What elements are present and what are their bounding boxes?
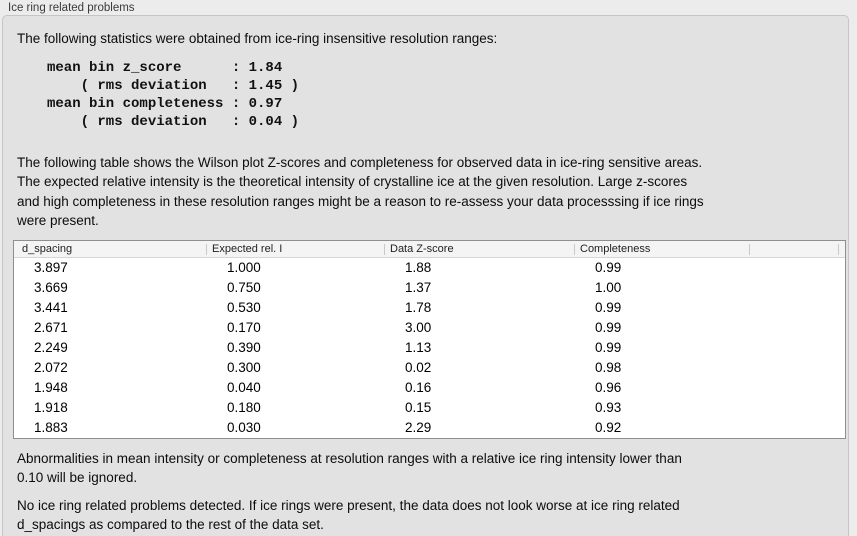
ice-ring-table: d_spacing Expected rel. I Data Z-score Comp… (13, 239, 846, 439)
table-cell: 0.16 (405, 379, 432, 395)
wilson-paragraph: The following table shows the Wilson plo… (17, 154, 704, 229)
table-cell: 1.00 (595, 279, 622, 295)
table-cell: 3.00 (405, 319, 432, 335)
column-header-data-z-score[interactable]: Data Z-score (390, 242, 454, 255)
table-row[interactable]: 1.883 0.030 2.29 0.92 (14, 418, 845, 438)
table-header-row: d_spacing Expected rel. I Data Z-score Comp… (14, 240, 845, 258)
column-header-d-spacing[interactable]: d_spacing (22, 242, 73, 255)
table-cell-empty (750, 338, 845, 358)
table-row[interactable]: 1.918 0.180 0.15 0.93 (14, 398, 845, 418)
column-separator (574, 243, 575, 255)
table-cell: 0.99 (595, 319, 622, 335)
table-cell-empty (750, 378, 845, 398)
table-cell: 2.249 (34, 339, 68, 355)
table-cell: 2.29 (405, 419, 432, 435)
table-row[interactable]: 2.671 0.170 3.00 0.99 (14, 318, 845, 338)
column-separator (749, 243, 750, 255)
table-cell: 0.750 (227, 279, 261, 295)
table-cell-empty (750, 258, 845, 278)
table-cell: 1.948 (34, 379, 68, 395)
column-separator (838, 243, 839, 255)
table-cell: 3.897 (34, 259, 68, 275)
table-cell: 0.96 (595, 379, 622, 395)
table-cell: 3.441 (34, 299, 68, 315)
table-cell: 1.13 (405, 339, 432, 355)
table-row[interactable]: 3.669 0.750 1.37 1.00 (14, 278, 845, 298)
table-cell: 0.180 (227, 399, 261, 415)
table-cell: 2.671 (34, 319, 68, 335)
table-cell: 0.99 (595, 259, 622, 275)
table-row[interactable]: 3.897 1.000 1.88 0.99 (14, 258, 845, 278)
table-body: 3.897 1.000 1.88 0.99 3.669 0.750 1.37 1.00 3.44… (14, 258, 845, 438)
column-header-expected-rel-i[interactable]: Expected rel. I (212, 242, 283, 255)
table-cell: 0.390 (227, 339, 261, 355)
table-cell: 0.98 (595, 359, 622, 375)
table-cell: 0.300 (227, 359, 261, 375)
table-cell-empty (750, 318, 845, 338)
table-row[interactable]: 1.948 0.040 0.16 0.96 (14, 378, 845, 398)
intro-paragraph: The following statistics were obtained f… (17, 31, 498, 46)
table-cell: 1.918 (34, 399, 68, 415)
table-cell-empty (750, 358, 845, 378)
table-cell: 0.040 (227, 379, 261, 395)
stats-block: mean bin z_score : 1.84 ( rms deviation … (47, 59, 300, 130)
table-cell: 0.99 (595, 299, 622, 315)
column-separator (384, 243, 385, 255)
table-cell: 1.883 (34, 419, 68, 435)
result-note: No ice ring related problems detected. I… (17, 497, 680, 533)
table-cell: 0.530 (227, 299, 261, 315)
table-cell: 0.170 (227, 319, 261, 335)
table-cell: 2.072 (34, 359, 68, 375)
table-cell: 0.15 (405, 399, 432, 415)
table-cell: 1.78 (405, 299, 432, 315)
table-cell: 3.669 (34, 279, 68, 295)
table-row[interactable]: 2.249 0.390 1.13 0.99 (14, 338, 845, 358)
table-cell: 1.37 (405, 279, 432, 295)
table-cell: 0.030 (227, 419, 261, 435)
panel-title: Ice ring related problems (8, 2, 135, 14)
table-cell-empty (750, 398, 845, 418)
table-row[interactable]: 2.072 0.300 0.02 0.98 (14, 358, 845, 378)
table-cell-empty (750, 278, 845, 298)
column-header-completeness[interactable]: Completeness (580, 242, 651, 255)
table-cell: 0.93 (595, 399, 622, 415)
table-cell-empty (750, 298, 845, 318)
table-cell: 0.92 (595, 419, 622, 435)
ice-ring-groupbox: The following statistics were obtained f… (2, 15, 849, 536)
table-cell: 0.99 (595, 339, 622, 355)
table-cell: 1.88 (405, 259, 432, 275)
table-row[interactable]: 3.441 0.530 1.78 0.99 (14, 298, 845, 318)
table-cell: 0.02 (405, 359, 432, 375)
column-separator (206, 243, 207, 255)
table-cell: 1.000 (227, 259, 261, 275)
ignore-note: Abnormalities in mean intensity or compl… (17, 450, 682, 486)
table-cell-empty (750, 418, 845, 438)
